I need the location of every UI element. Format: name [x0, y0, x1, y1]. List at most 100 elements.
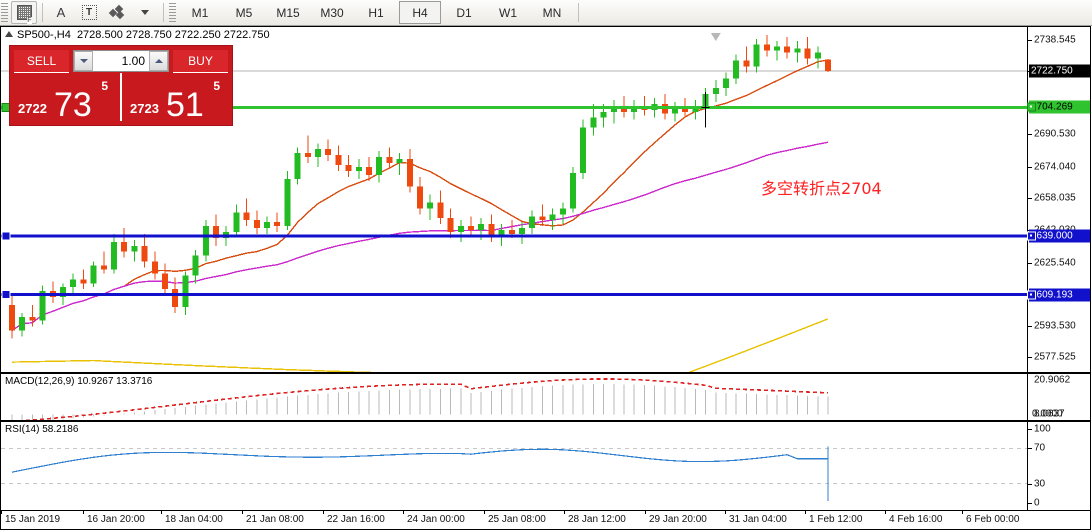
- level-label-2609[interactable]: 2609.193: [1029, 288, 1090, 302]
- text-icon: A: [56, 5, 66, 20]
- level-marker-2704[interactable]: [1027, 102, 1036, 112]
- timeframe-mn[interactable]: MN: [542, 5, 562, 20]
- sell-button[interactable]: SELL: [14, 49, 69, 73]
- rsi-pane[interactable]: RSI(14) 58.2186 100 70 30 0: [1, 420, 1090, 510]
- time-axis-labels: 15 Jan 2019 16 Jan 20:00 18 Jan 04:00 21 Ja…: [1, 511, 1027, 529]
- time-axis-label: 6 Feb 00:00: [966, 514, 1020, 525]
- time-axis-label: 28 Jan 12:00: [568, 514, 626, 525]
- volume-value: 1.00: [121, 54, 145, 68]
- timeframe-m15[interactable]: M15: [276, 5, 300, 20]
- timeframe-m5[interactable]: M5: [235, 5, 253, 20]
- rsi-tick: [1028, 503, 1032, 504]
- price-tick-label: 2690.530: [1034, 128, 1076, 140]
- time-axis-label: 24 Jan 00:00: [407, 514, 465, 525]
- timeframe-h4[interactable]: H4: [399, 1, 441, 24]
- buy-price-fraction: 5: [213, 79, 220, 93]
- macd-pane[interactable]: MACD(12,26,9) 10.9267 13.3716 20.9062 8.0…: [1, 372, 1090, 420]
- macd-header: MACD(12,26,9) 10.9267 13.3716: [5, 376, 155, 387]
- price-tick-label: 2658.035: [1034, 192, 1076, 204]
- sell-price-integer: 2722: [18, 101, 47, 116]
- one-click-trading-panel[interactable]: SELL 1.00 BUY 2722 73 5 2723: [9, 45, 233, 126]
- rsi-tick: [1028, 483, 1032, 485]
- price-axis[interactable]: 2738.545 2722.750 2704.269 2690.530 2674.040…: [1027, 27, 1090, 372]
- timeframe-m30[interactable]: M30: [320, 5, 344, 20]
- price-tick-label: 2674.040: [1034, 161, 1076, 173]
- toolbar-grip[interactable]: [1, 3, 8, 22]
- time-axis-label: 31 Jan 04:00: [729, 514, 787, 525]
- price-tick: [1028, 262, 1032, 264]
- price-tick: [1028, 166, 1032, 168]
- text-tool-button[interactable]: A: [48, 1, 74, 24]
- sell-price-fraction: 5: [101, 79, 108, 93]
- volume-input[interactable]: 1.00: [73, 50, 169, 72]
- time-axis-label: 22 Jan 16:00: [327, 514, 385, 525]
- time-axis-label: 18 Jan 04:00: [165, 514, 223, 525]
- level-marker-2639[interactable]: [1027, 231, 1036, 241]
- price-tick-label: 2738.545: [1034, 34, 1076, 46]
- toolbar-separator-2: [163, 3, 164, 22]
- chevron-down-icon: [141, 10, 149, 15]
- sell-quote[interactable]: 2722 73 5: [10, 73, 120, 122]
- macd-axis-label: 0.0000: [1032, 408, 1063, 420]
- time-axis-label: 15 Jan 2019: [5, 514, 61, 525]
- crosshair-tool-button[interactable]: [11, 1, 37, 24]
- ohlc-values: 2728.500 2728.750 2722.250 2722.750: [76, 29, 270, 41]
- rsi-axis-label: 100: [1034, 423, 1051, 435]
- rsi-tick: [1028, 429, 1032, 430]
- buy-price-main: 51: [166, 86, 204, 124]
- rsi-header: RSI(14) 58.2186: [5, 424, 81, 435]
- toolbar-separator-3: [578, 3, 579, 22]
- timeframe-w1[interactable]: W1: [499, 5, 517, 20]
- level-label-2704[interactable]: 2704.269: [1029, 100, 1090, 114]
- time-tick: [962, 511, 963, 514]
- time-tick: [323, 511, 324, 514]
- timeframe-h1[interactable]: H1: [368, 5, 384, 20]
- level-label-2639[interactable]: 2639.000: [1029, 229, 1090, 243]
- objects-tool-button[interactable]: [104, 1, 130, 24]
- price-tick: [1028, 134, 1032, 136]
- price-tick: [1028, 325, 1032, 327]
- time-axis-label: 4 Feb 16:00: [889, 514, 943, 525]
- time-axis-label: 1 Feb 12:00: [809, 514, 863, 525]
- chart-symbol-header: SP500-,H4 2728.500 2728.750 2722.250 272…: [5, 29, 270, 41]
- objects-dropdown-button[interactable]: [132, 1, 158, 24]
- time-tick: [725, 511, 726, 514]
- volume-increase-button[interactable]: [149, 51, 168, 71]
- current-price-label[interactable]: 2722.750: [1029, 64, 1090, 78]
- time-axis-label: 16 Jan 20:00: [87, 514, 145, 525]
- time-axis-label: 25 Jan 08:00: [488, 514, 546, 525]
- volume-decrease-button[interactable]: [74, 51, 93, 71]
- time-axis-label: 29 Jan 20:00: [649, 514, 707, 525]
- shapes-icon: [108, 4, 125, 20]
- triangle-up-icon: [5, 31, 13, 37]
- macd-plot-area[interactable]: [1, 374, 1027, 420]
- time-tick: [1, 511, 2, 514]
- rsi-plot-area[interactable]: [1, 422, 1027, 510]
- buy-quote[interactable]: 2723 51 5: [120, 73, 232, 124]
- toolbar-separator: [42, 3, 43, 22]
- time-tick: [403, 511, 404, 514]
- buy-price-integer: 2723: [130, 101, 159, 116]
- timeframe-d1[interactable]: D1: [456, 5, 472, 20]
- chart-annotation: 多空转折点2704: [761, 178, 882, 198]
- price-tick: [1028, 39, 1032, 41]
- time-tick: [805, 511, 806, 514]
- timeframe-m1[interactable]: M1: [191, 5, 209, 20]
- time-axis[interactable]: 15 Jan 2019 16 Jan 20:00 18 Jan 04:00 21 Ja…: [1, 510, 1090, 529]
- crosshair-icon: [16, 5, 32, 24]
- timeframe-grip[interactable]: [169, 3, 176, 22]
- time-tick: [885, 511, 886, 514]
- chart-window[interactable]: SP500-,H4 2728.500 2728.750 2722.250 272…: [0, 26, 1091, 530]
- rsi-tick: [1028, 448, 1032, 450]
- macd-axis[interactable]: 20.9062 8.0637 0.0000: [1027, 374, 1090, 420]
- rsi-axis[interactable]: 100 70 30 0: [1027, 422, 1090, 510]
- main-toolbar: A T M1 M5 M15 M30 H1 H4 D1 W1 MN: [0, 0, 1092, 26]
- rsi-axis-label: 0: [1034, 497, 1040, 509]
- symbol-label: SP500-,H4: [17, 29, 71, 41]
- time-tick: [484, 511, 485, 514]
- level-marker-2609[interactable]: [1027, 290, 1036, 300]
- label-tool-button[interactable]: T: [76, 1, 102, 24]
- price-pane[interactable]: SP500-,H4 2728.500 2728.750 2722.250 272…: [1, 27, 1090, 372]
- buy-button[interactable]: BUY: [173, 49, 228, 73]
- price-tick: [1028, 198, 1032, 200]
